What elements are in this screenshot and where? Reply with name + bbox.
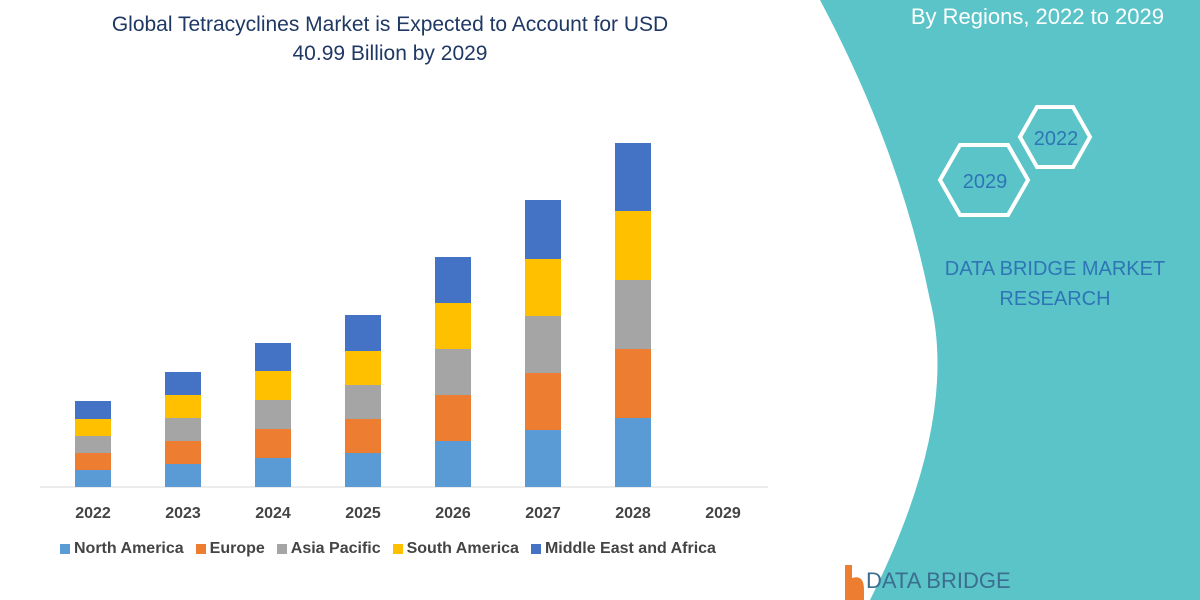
bar-segment-2024-asia-pacific xyxy=(255,400,291,429)
bar-segment-2025-asia-pacific xyxy=(345,385,381,419)
logo-text: DATA BRIDGE xyxy=(866,568,1011,593)
hex-label-2022: 2022 xyxy=(1034,128,1079,150)
logo-icon xyxy=(845,565,864,600)
legend-item: Asia Pacific xyxy=(276,540,381,558)
x-tick-2025: 2025 xyxy=(345,505,381,522)
x-tick-labels: 2022 2023 2024 2025 2026 2027 2028 2029 xyxy=(75,505,741,522)
legend-swatch xyxy=(60,544,70,554)
brand-text: DATA BRIDGE MARKET RESEARCH xyxy=(930,254,1180,314)
bar-segment-2023-europe xyxy=(165,441,201,464)
hex-label-2029: 2029 xyxy=(963,171,1008,193)
legend-swatch xyxy=(276,544,287,554)
brand-line-1: DATA BRIDGE MARKET xyxy=(944,258,1166,280)
bar-segment-2022-south-america xyxy=(75,419,111,436)
bar-segment-2024-north-america xyxy=(255,458,291,487)
legend-label: Middle East and Africa xyxy=(544,540,716,557)
legend-label: South America xyxy=(406,540,519,557)
legend-swatch xyxy=(195,544,206,554)
bar-segment-2027-asia-pacific xyxy=(525,316,561,373)
subtitle: By Regions, 2022 to 2029 xyxy=(910,4,1164,29)
x-tick-2027: 2027 xyxy=(525,505,561,522)
bar-segment-2022-asia-pacific xyxy=(75,436,111,453)
hexagon-2029 xyxy=(937,143,1031,217)
bar-segment-2028-south-america xyxy=(615,211,651,280)
bar-segment-2025-north-america xyxy=(345,453,381,487)
bar-segment-2028-middle-east-and-africa xyxy=(615,143,651,211)
legend-item: Middle East and Africa xyxy=(530,540,716,558)
x-tick-2029: 2029 xyxy=(705,505,741,522)
x-tick-2024: 2024 xyxy=(255,505,291,522)
bars xyxy=(75,143,651,487)
bar-segment-2026-north-america xyxy=(435,441,471,487)
bar-segment-2023-middle-east-and-africa xyxy=(165,372,201,395)
bar-segment-2023-north-america xyxy=(165,464,201,487)
title-line-1: Global Tetracyclines Market is Expected … xyxy=(111,13,669,36)
bar-segment-2028-north-america xyxy=(615,418,651,487)
bar-segment-2025-south-america xyxy=(345,351,381,385)
bar-segment-2026-asia-pacific xyxy=(435,349,471,395)
legend-item: South America xyxy=(392,540,519,558)
bar-segment-2027-south-america xyxy=(525,259,561,316)
x-tick-2023: 2023 xyxy=(165,505,201,522)
bar-segment-2026-south-america xyxy=(435,303,471,349)
bar-segment-2024-south-america xyxy=(255,371,291,400)
bar-segment-2023-south-america xyxy=(165,395,201,418)
legend-label: Europe xyxy=(209,540,265,557)
teal-panel xyxy=(820,0,1200,600)
bar-segment-2028-europe xyxy=(615,349,651,418)
x-tick-2022: 2022 xyxy=(75,505,111,522)
bar-segment-2026-europe xyxy=(435,395,471,441)
chart-title: Global Tetracyclines Market is Expected … xyxy=(60,10,720,68)
legend-swatch xyxy=(530,544,541,554)
bar-segment-2022-europe xyxy=(75,453,111,470)
bar-segment-2022-north-america xyxy=(75,470,111,487)
legend-swatch xyxy=(392,544,403,554)
legend-item: Europe xyxy=(195,540,265,558)
title-line-2: 40.99 Billion by 2029 xyxy=(292,42,488,65)
bar-segment-2027-north-america xyxy=(525,430,561,487)
hexagon-2022 xyxy=(1017,105,1093,169)
bar-segment-2023-asia-pacific xyxy=(165,418,201,441)
x-tick-2026: 2026 xyxy=(435,505,471,522)
bar-segment-2025-europe xyxy=(345,419,381,453)
bar-segment-2022-middle-east-and-africa xyxy=(75,401,111,419)
legend: North America Europe Asia Pacific South Ame… xyxy=(60,540,716,558)
legend-label: Asia Pacific xyxy=(290,540,381,557)
bar-segment-2026-middle-east-and-africa xyxy=(435,257,471,303)
legend-item: North America xyxy=(60,540,184,558)
x-tick-2028: 2028 xyxy=(615,505,651,522)
bar-segment-2024-middle-east-and-africa xyxy=(255,343,291,371)
legend-label: North America xyxy=(74,540,184,557)
bar-segment-2025-middle-east-and-africa xyxy=(345,315,381,351)
bar-segment-2028-asia-pacific xyxy=(615,280,651,349)
bar-segment-2024-europe xyxy=(255,429,291,458)
bar-segment-2027-europe xyxy=(525,373,561,430)
bar-segment-2027-middle-east-and-africa xyxy=(525,200,561,259)
brand-line-2: RESEARCH xyxy=(999,288,1111,310)
